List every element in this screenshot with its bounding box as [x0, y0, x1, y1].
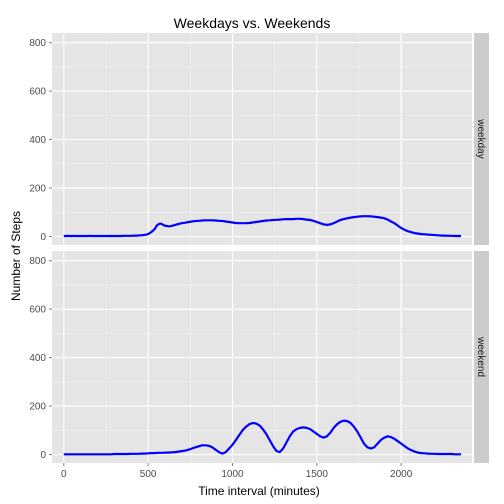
strip-background: [474, 251, 489, 463]
panels: 0 200 400 600 800 weekday 0 200 400 600 800 weekend…: [29, 33, 489, 480]
strip-label: weekday: [475, 118, 486, 158]
x-tick-label: 2000: [390, 469, 413, 480]
y-axis-label: Number of Steps: [9, 211, 23, 301]
y-tick-label: 800: [29, 256, 46, 267]
strip-label: weekend: [475, 336, 486, 377]
y-tick-label: 400: [29, 353, 46, 364]
y-tick-label: 400: [29, 135, 46, 146]
y-tick-label: 600: [29, 87, 46, 98]
x-tick-label: 500: [140, 469, 157, 480]
y-tick-label: 200: [29, 184, 46, 195]
panel-background: [52, 33, 472, 245]
x-axis-label: Time interval (minutes): [198, 484, 320, 498]
series-line: [63, 419, 461, 456]
series-line: [63, 215, 461, 238]
panel-background: [52, 251, 472, 463]
y-tick-label: 0: [40, 450, 46, 461]
x-tick-label: 0: [61, 469, 67, 480]
x-axis: 0 500 1000 1500 2000: [61, 463, 413, 480]
x-tick-label: 1500: [306, 469, 329, 480]
y-tick-label: 200: [29, 402, 46, 413]
panel-weekday: 0 200 400 600 800 weekday: [29, 33, 489, 245]
x-tick-label: 1000: [221, 469, 244, 480]
panel-weekend: 0 200 400 600 800 weekend: [29, 251, 489, 463]
chart-title: Weekdays vs. Weekends: [174, 15, 331, 31]
y-tick-label: 800: [29, 38, 46, 49]
strip-background: [474, 33, 489, 245]
y-tick-label: 600: [29, 305, 46, 316]
y-tick-label: 0: [40, 232, 46, 243]
